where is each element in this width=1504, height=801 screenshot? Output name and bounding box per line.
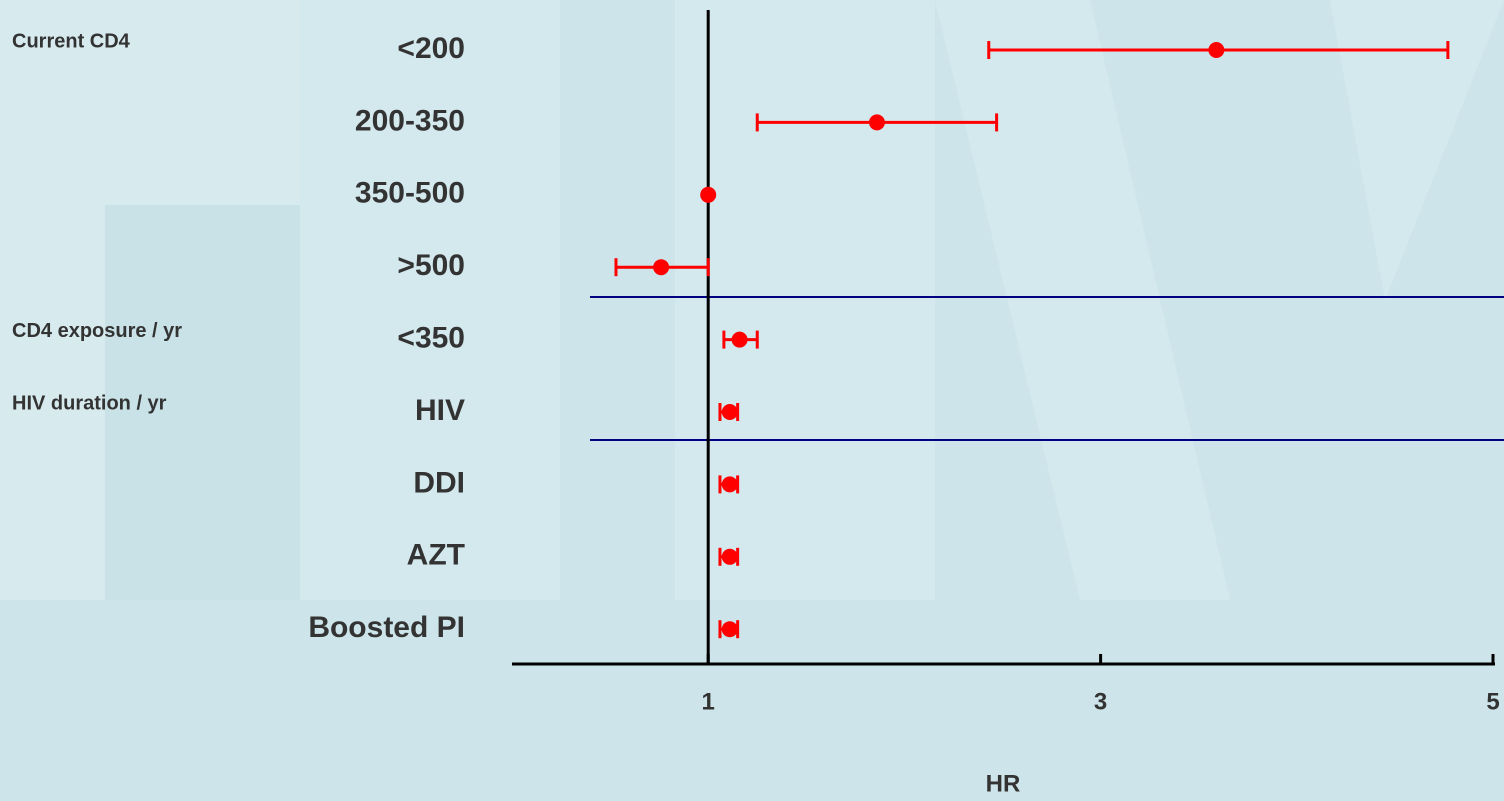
group-label: Current CD4 xyxy=(12,30,131,52)
point xyxy=(868,114,885,131)
bg-shape xyxy=(1330,0,1504,300)
x-tick-label: 5 xyxy=(1486,688,1499,715)
group-label: HIV duration / yr xyxy=(12,392,167,414)
row-label: <350 xyxy=(397,322,465,355)
row-label: >500 xyxy=(397,249,465,282)
row-label: 350-500 xyxy=(355,177,465,210)
bg-shape xyxy=(675,0,935,600)
row-label: HIV xyxy=(415,394,465,427)
point xyxy=(721,404,738,420)
point xyxy=(653,259,670,276)
x-axis-title: HR xyxy=(986,770,1021,797)
row-label: <200 xyxy=(397,32,465,65)
row-label: DDI xyxy=(413,466,465,499)
bg-shape xyxy=(105,205,300,600)
bg-shape xyxy=(935,0,1230,600)
point xyxy=(731,331,748,348)
point xyxy=(1208,42,1225,58)
bg-shape xyxy=(300,0,560,600)
point xyxy=(721,621,738,638)
x-tick-label: 1 xyxy=(702,688,715,715)
x-tick-label: 3 xyxy=(1094,688,1107,715)
row-label: 200-350 xyxy=(355,104,465,137)
point xyxy=(721,548,738,565)
point xyxy=(721,476,738,493)
row-label: AZT xyxy=(407,539,465,572)
point xyxy=(700,186,717,203)
group-label: CD4 exposure / yr xyxy=(12,320,182,342)
row-label: Boosted PI xyxy=(308,611,465,644)
